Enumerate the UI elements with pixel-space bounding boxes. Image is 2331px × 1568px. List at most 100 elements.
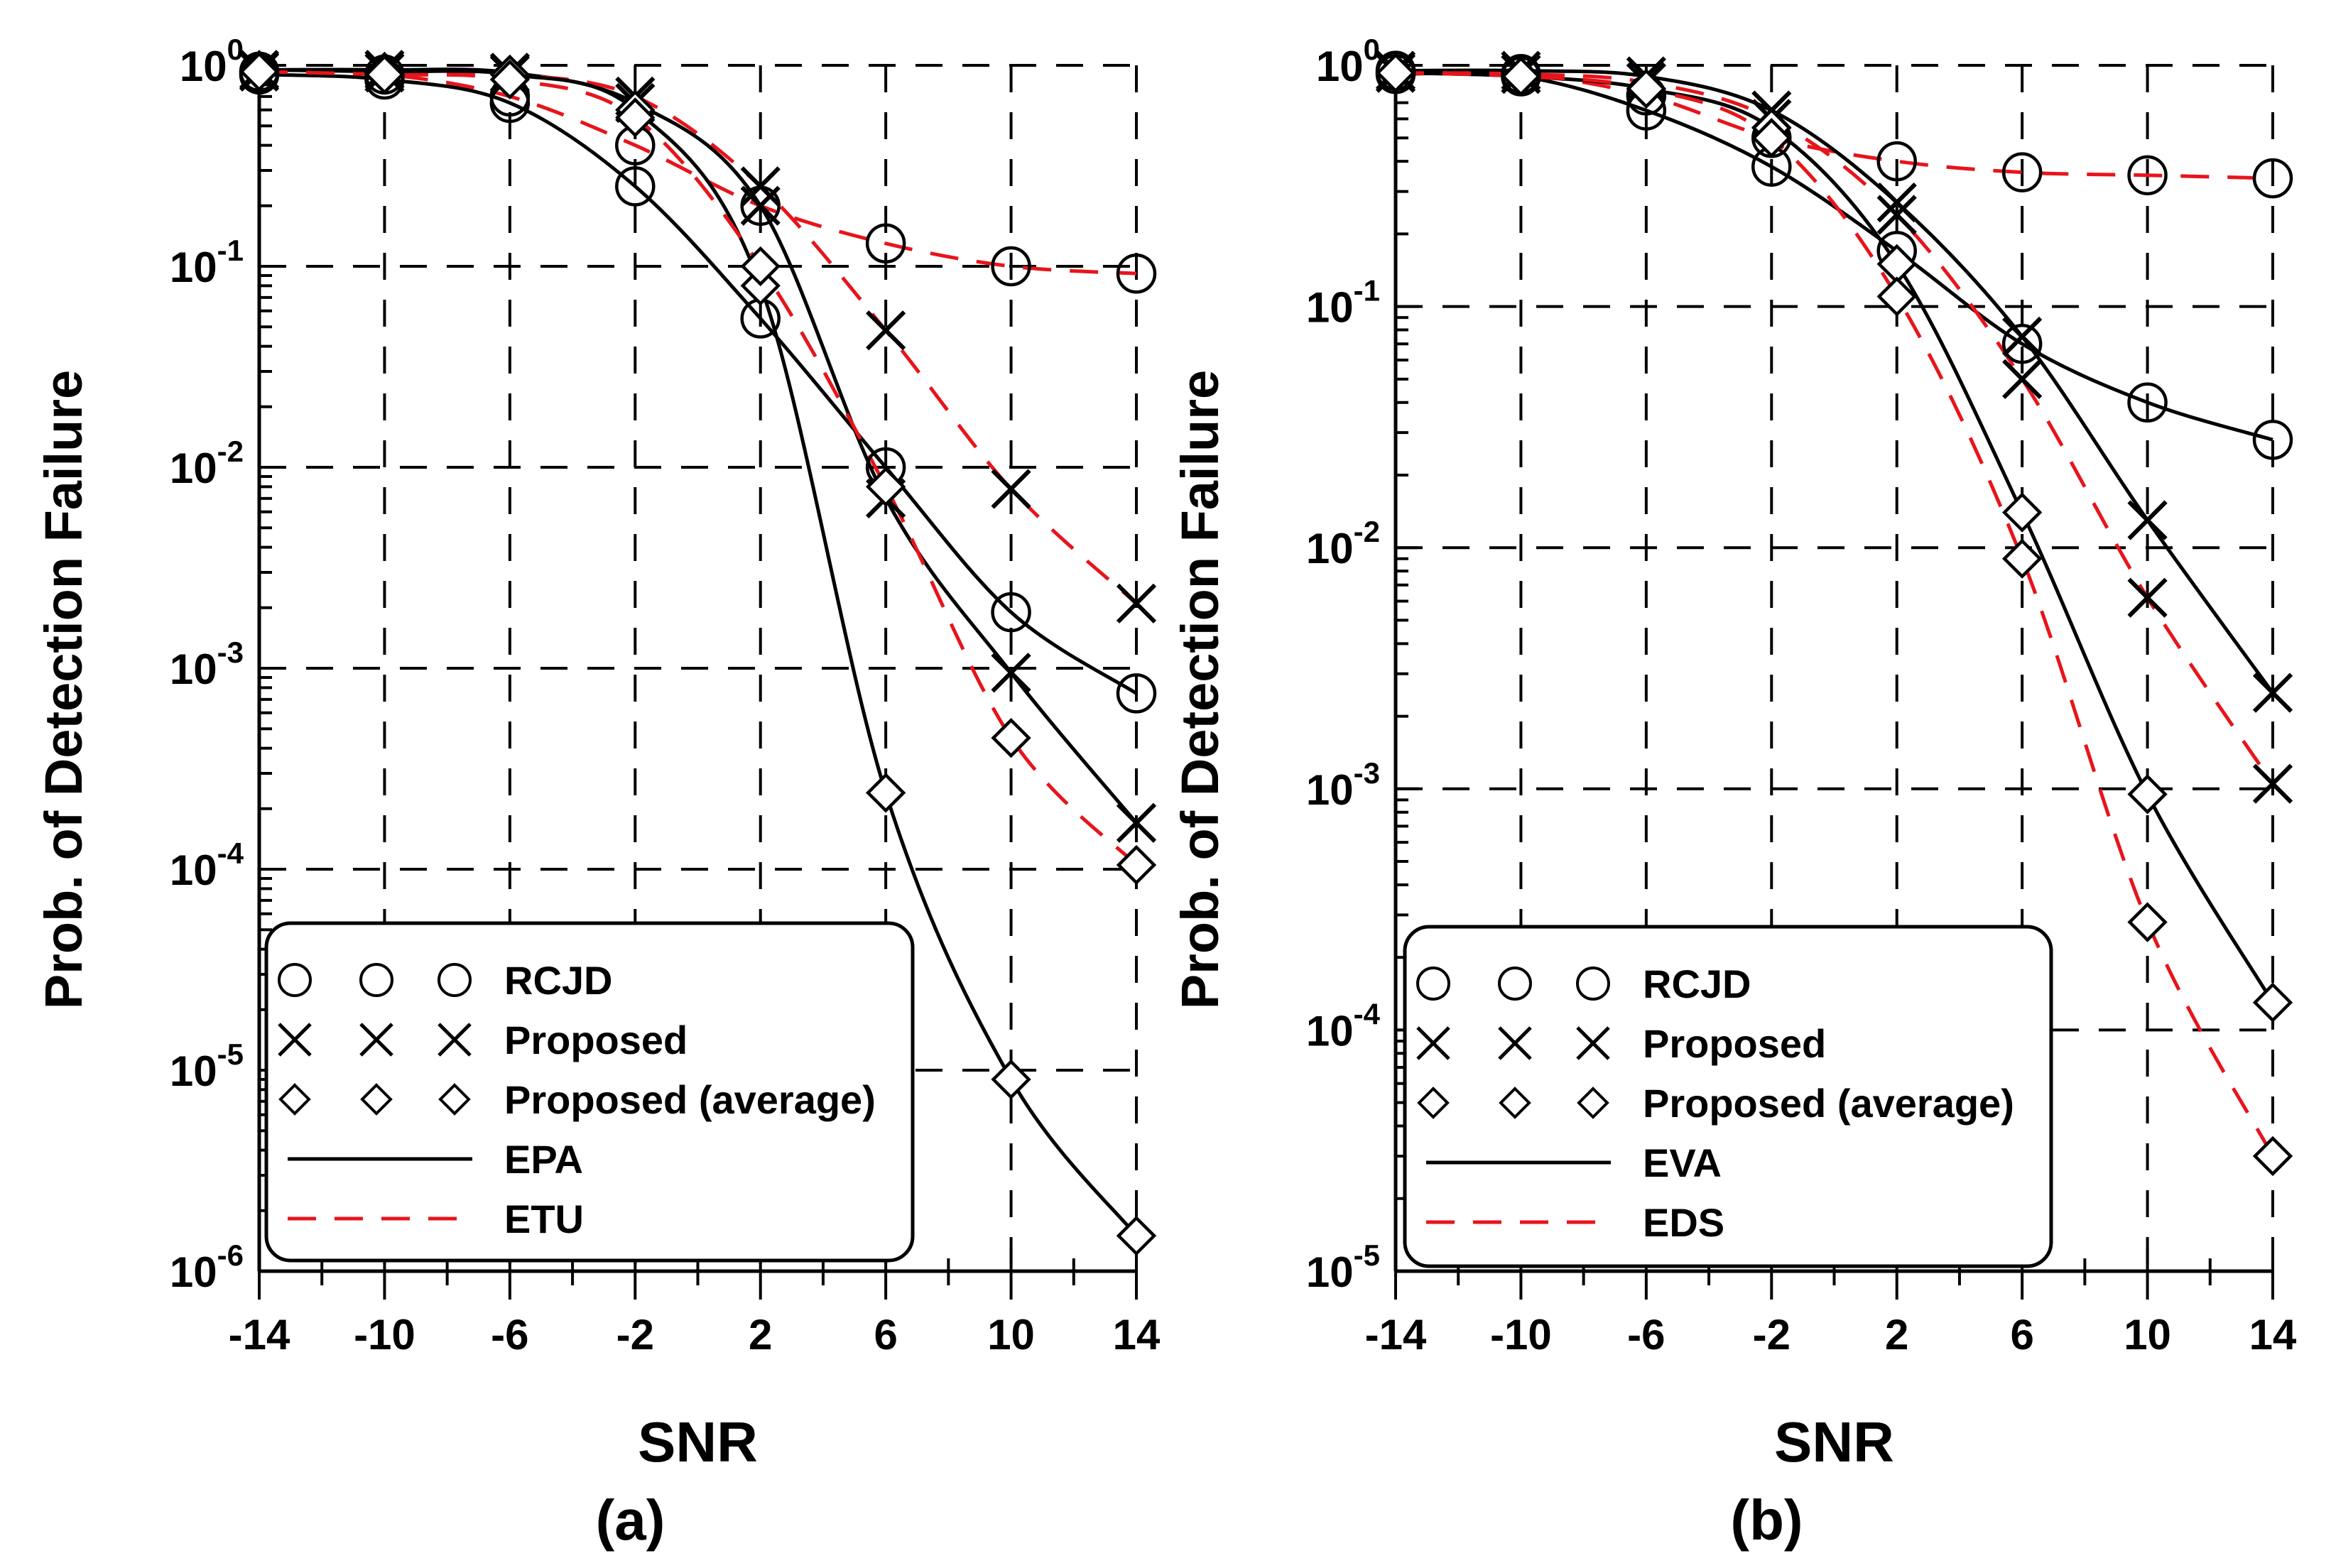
x-tick-label: 6	[874, 1311, 897, 1359]
legend-marker-x	[359, 1023, 393, 1057]
data-point-circle	[2252, 158, 2293, 199]
x-tick-label: -10	[354, 1311, 415, 1359]
y-tick-label: 10-2	[1306, 515, 1380, 572]
x-tick-label: 10	[987, 1311, 1035, 1359]
data-point-diamond	[489, 59, 531, 100]
legend-marker-circle	[359, 963, 393, 997]
series-line	[1395, 68, 2275, 695]
series-line	[259, 70, 1138, 866]
legend-marker-diamond	[1417, 1087, 1450, 1119]
data-point-x	[1876, 195, 1917, 235]
legend-marker-circle	[1416, 967, 1450, 1001]
data-point-circle	[865, 223, 906, 264]
data-point-circle	[2001, 323, 2043, 364]
data-point-diamond	[2127, 902, 2168, 942]
data-point-diamond	[991, 717, 1031, 758]
data-point-circle	[1876, 141, 1917, 182]
legend-label: RCJD	[1643, 962, 1751, 1006]
panel-label: (b)	[1730, 1488, 1803, 1552]
legend-marker-x	[1416, 1026, 1450, 1060]
legend-marker-x	[1498, 1026, 1532, 1060]
data-point-diamond	[740, 246, 781, 287]
data-point-x	[740, 166, 781, 207]
series-markers	[1375, 50, 2293, 1177]
y-tick-label: 10-5	[1306, 1238, 1380, 1296]
legend-marker-x	[438, 1023, 472, 1057]
data-point-diamond	[1876, 276, 1917, 317]
x-tick-label: 2	[1885, 1311, 1908, 1359]
y-axis-title: Prob. of Detection Failure	[1170, 370, 1229, 1009]
y-tick-label: 10-4	[1306, 997, 1381, 1055]
x-tick-label: -14	[1365, 1311, 1427, 1359]
legend-label: EVA	[1643, 1140, 1722, 1185]
series-line	[259, 67, 1138, 1237]
legend-marker-diamond	[438, 1083, 471, 1116]
data-point-diamond	[1751, 118, 1792, 158]
data-point-x	[991, 469, 1031, 509]
data-point-x	[991, 653, 1031, 693]
legend-marker-x	[278, 1023, 312, 1057]
x-tick-label: -2	[616, 1311, 654, 1359]
chart-panel-a: -14 -10 -6 -2 2 6 10 14 100 10-1 10-2 10-3 10-4 10-5 1…	[34, 33, 1161, 1552]
legend-label: Proposed	[1643, 1021, 1826, 1066]
legend-marker-diamond	[1577, 1087, 1609, 1119]
legend-marker-diamond	[1499, 1087, 1531, 1119]
data-point-x	[2002, 316, 2043, 357]
x-tick-label: -6	[1627, 1311, 1665, 1359]
y-tick-label: 10-2	[170, 435, 244, 492]
legend-marker-diamond	[278, 1083, 311, 1116]
y-tick-label: 100	[180, 33, 244, 90]
x-axis-title: SNR	[638, 1410, 758, 1474]
legend-label: EPA	[504, 1137, 583, 1182]
legend-marker-x	[1576, 1026, 1610, 1060]
data-point-circle	[615, 166, 656, 207]
legend-label: Proposed	[504, 1018, 688, 1062]
data-point-diamond	[991, 1059, 1031, 1100]
x-tick-label: -2	[1753, 1311, 1791, 1359]
legend-marker-circle	[1498, 967, 1532, 1001]
data-point-diamond	[1116, 1215, 1157, 1256]
x-tick-label: 14	[1113, 1311, 1161, 1359]
y-tick-label: 10-4	[170, 837, 244, 894]
data-point-x	[2252, 673, 2293, 713]
x-tick-label: 6	[2010, 1311, 2033, 1359]
data-point-diamond	[865, 773, 906, 813]
data-point-diamond	[1116, 844, 1157, 886]
data-point-circle	[2252, 420, 2293, 460]
legend-label: RCJD	[504, 958, 612, 1003]
data-point-x	[866, 310, 906, 351]
data-point-diamond	[239, 51, 280, 92]
series-line	[259, 70, 1138, 605]
x-tick-label: 10	[2124, 1311, 2171, 1359]
y-tick-label: 10-5	[170, 1038, 244, 1095]
series-line	[1395, 71, 2275, 785]
y-tick-label: 10-6	[170, 1238, 244, 1296]
legend-label: EDS	[1643, 1200, 1724, 1245]
data-point-diamond	[1626, 68, 1667, 109]
data-point-circle	[2127, 382, 2168, 423]
legend-label: Proposed (average)	[504, 1077, 876, 1122]
y-tick-label: 10-1	[170, 234, 244, 291]
y-tick-label: 10-3	[1306, 756, 1380, 814]
data-point-circle	[2001, 152, 2043, 192]
data-point-diamond	[2127, 774, 2168, 815]
data-point-x	[1876, 182, 1917, 223]
legend: RCJD Proposed Proposed (average) EVA EDS	[1403, 925, 2053, 1268]
data-point-circle	[2127, 155, 2168, 196]
data-point-circle	[991, 592, 1031, 633]
data-point-x	[2127, 577, 2168, 618]
data-point-x	[2127, 500, 2168, 540]
series-line	[1395, 71, 2275, 1003]
data-point-diamond	[2001, 492, 2043, 533]
data-point-diamond	[2252, 982, 2293, 1023]
legend-marker-circle	[278, 963, 312, 997]
legend: RCJD Proposed Proposed (average) EPA ETU	[264, 921, 915, 1263]
legend-box	[264, 921, 915, 1263]
y-tick-label: 10-1	[1306, 274, 1380, 332]
series-line	[259, 70, 1137, 276]
data-point-x	[1116, 802, 1157, 843]
x-axis-title: SNR	[1774, 1410, 1894, 1474]
data-point-diamond	[615, 97, 656, 138]
panel-label: (a)	[596, 1488, 665, 1552]
